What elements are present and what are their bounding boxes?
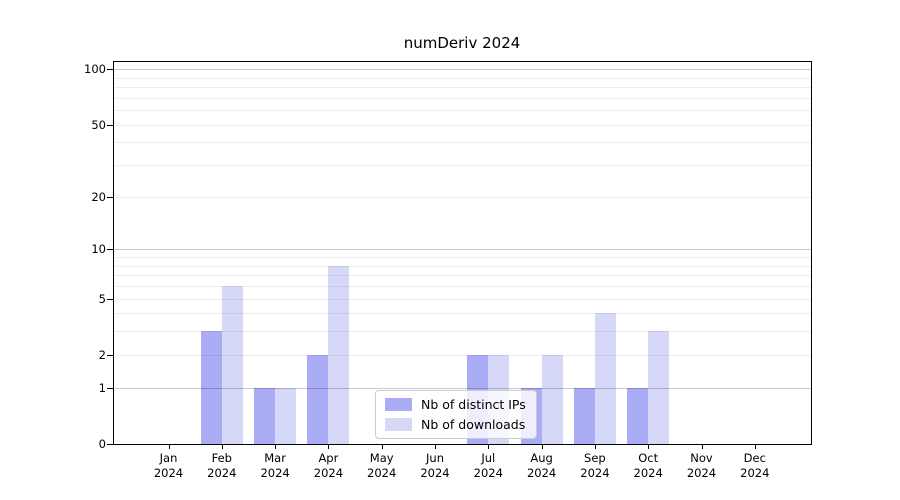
bar-downloads	[594, 313, 616, 444]
bar-downloads	[541, 354, 563, 444]
x-axis-tick	[754, 445, 756, 449]
x-axis-tick-label: Oct 2024	[621, 451, 675, 481]
y-axis-tick-label: 1	[98, 380, 106, 395]
x-axis-tick	[328, 445, 330, 449]
x-tick-year: 2024	[260, 466, 290, 480]
x-tick-year: 2024	[367, 466, 397, 480]
bar-distinct-ips	[627, 387, 649, 444]
legend-item: Nb of downloads	[385, 417, 526, 432]
x-axis-tick-label: Feb 2024	[195, 451, 249, 481]
x-axis-tick-label: May 2024	[355, 451, 409, 481]
x-tick-month: May	[369, 451, 394, 465]
bar-distinct-ips	[200, 331, 222, 444]
x-tick-month: Jan	[159, 451, 178, 465]
y-axis-tick	[107, 69, 113, 71]
x-tick-month: Apr	[318, 451, 339, 465]
x-axis-tick	[381, 445, 383, 449]
x-tick-month: Jul	[481, 451, 496, 465]
x-tick-year: 2024	[473, 466, 503, 480]
y-axis-tick	[107, 298, 113, 300]
legend-item: Nb of distinct IPs	[385, 397, 526, 412]
y-axis-tick	[107, 387, 113, 389]
x-axis-tick-label: Apr 2024	[301, 451, 355, 481]
x-axis-tick	[541, 445, 543, 449]
x-axis-tick-label: Jul 2024	[461, 451, 515, 481]
x-axis-tick-label: Dec 2024	[728, 451, 782, 481]
x-tick-month: Oct	[638, 451, 659, 465]
x-tick-month: Sep	[584, 451, 606, 465]
legend: Nb of distinct IPs Nb of downloads	[375, 390, 537, 439]
x-axis-tick	[594, 445, 596, 449]
x-tick-month: Dec	[743, 451, 766, 465]
x-tick-year: 2024	[313, 466, 344, 480]
x-axis-tick	[275, 445, 277, 449]
y-axis-tick-label: 0	[98, 437, 106, 451]
legend-label: Nb of downloads	[421, 417, 526, 432]
x-axis-tick-label: Jun 2024	[408, 451, 462, 481]
y-axis-tick-label: 50	[91, 117, 106, 132]
y-axis-tick-label: 100	[84, 62, 106, 77]
x-tick-year: 2024	[153, 466, 184, 480]
bar-distinct-ips	[254, 387, 276, 444]
chart-title: numDeriv 2024	[403, 34, 521, 52]
y-axis-tick	[107, 196, 113, 198]
bars-layer	[114, 62, 811, 444]
x-axis-tick-label: Mar 2024	[248, 451, 302, 481]
x-axis-tick	[221, 445, 223, 449]
x-axis-tick-label: Nov 2024	[675, 451, 729, 481]
x-tick-month: Jun	[426, 451, 444, 465]
x-axis-tick	[488, 445, 490, 449]
y-axis-tick	[107, 124, 113, 126]
x-tick-month: Nov	[690, 451, 713, 465]
x-tick-month: Aug	[530, 451, 553, 465]
x-tick-year: 2024	[420, 466, 450, 480]
y-axis-tick-label: 5	[98, 291, 106, 306]
x-axis-tick	[435, 445, 436, 449]
y-axis-tick	[107, 444, 113, 445]
x-tick-month: Mar	[264, 451, 286, 465]
legend-swatch	[385, 418, 412, 431]
x-tick-year: 2024	[207, 466, 237, 480]
x-tick-year: 2024	[526, 466, 557, 480]
x-tick-year: 2024	[580, 466, 610, 480]
y-axis-tick-label: 10	[91, 242, 106, 257]
bar-distinct-ips	[573, 387, 595, 444]
x-tick-month: Feb	[211, 451, 232, 465]
x-axis-tick-label: Aug 2024	[515, 451, 569, 481]
legend-swatch	[385, 398, 412, 411]
x-axis-tick	[168, 445, 170, 449]
y-axis-tick	[107, 354, 113, 356]
x-tick-year: 2024	[740, 466, 770, 480]
bar-downloads	[275, 387, 297, 444]
x-axis-tick	[701, 445, 703, 449]
x-axis-tick	[648, 445, 650, 449]
plot-area: Nb of distinct IPs Nb of downloads	[113, 61, 812, 445]
bar-distinct-ips	[307, 354, 329, 444]
y-axis-tick-label: 20	[91, 189, 106, 204]
x-axis-tick-label: Sep 2024	[568, 451, 622, 481]
legend-label: Nb of distinct IPs	[421, 397, 526, 412]
x-tick-year: 2024	[686, 466, 717, 480]
x-tick-year: 2024	[633, 466, 663, 480]
bar-downloads	[221, 286, 243, 444]
bar-downloads	[648, 331, 670, 444]
y-axis-tick	[107, 249, 113, 251]
x-axis-tick-label: Jan 2024	[142, 451, 196, 481]
y-axis-tick-label: 2	[98, 347, 106, 362]
bar-downloads	[328, 265, 350, 444]
